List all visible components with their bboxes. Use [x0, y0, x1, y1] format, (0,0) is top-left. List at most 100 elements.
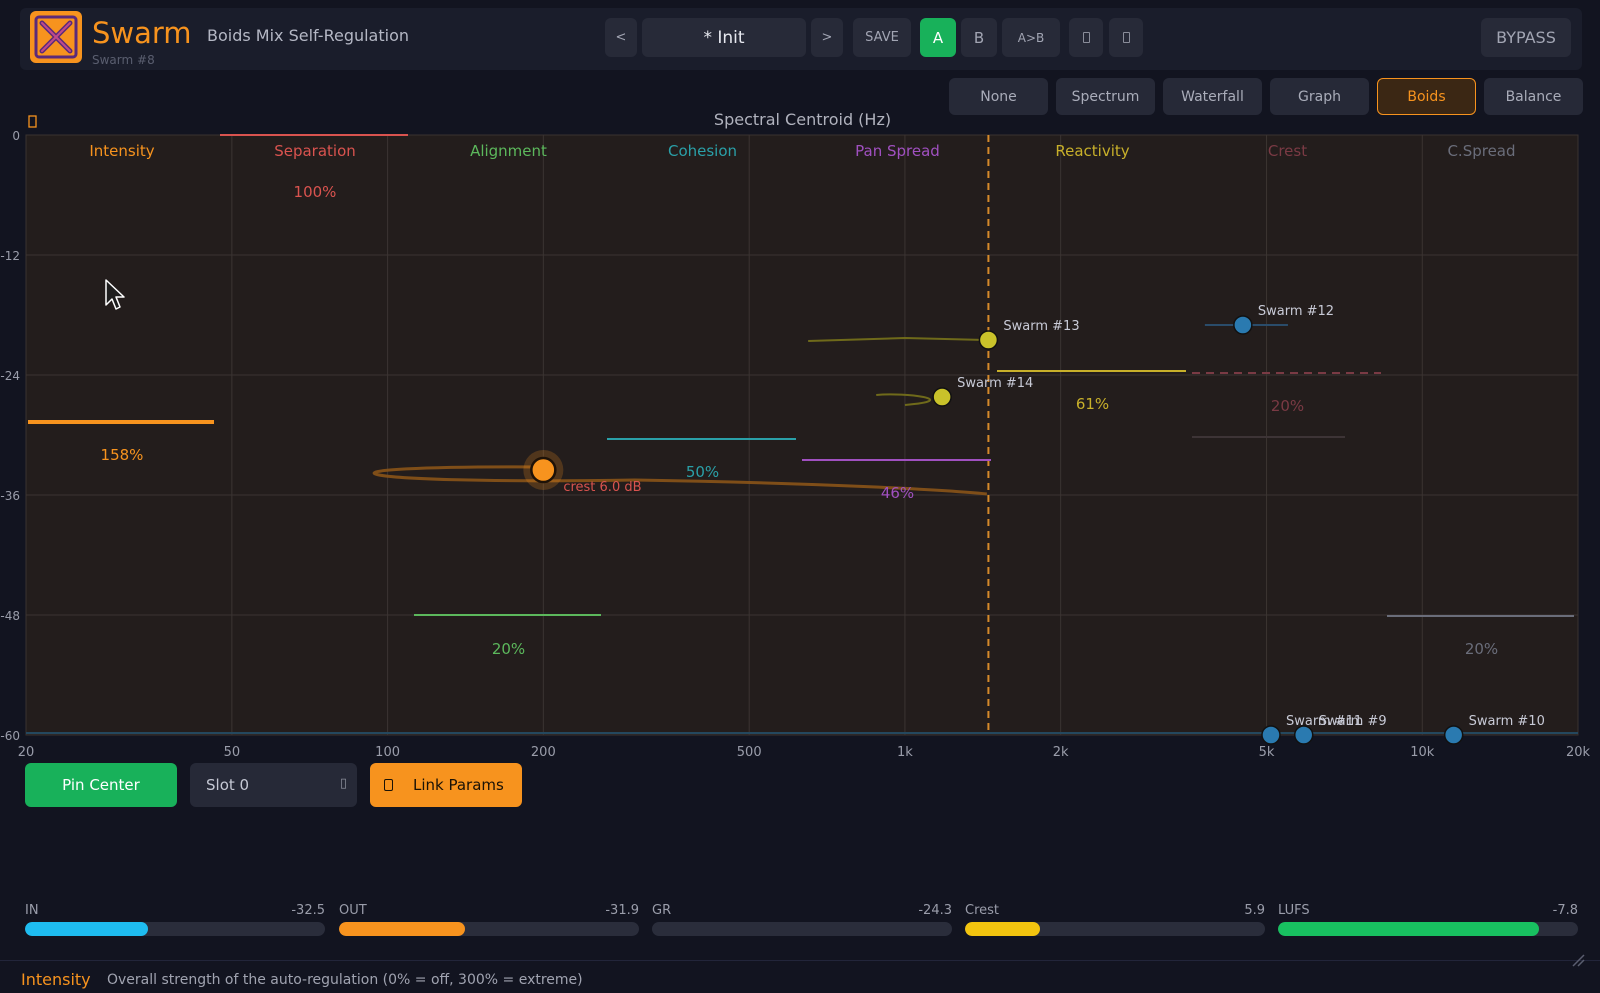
param-name: C.Spread [1447, 142, 1515, 160]
x-tick-label: 20 [18, 745, 35, 760]
boids-plot[interactable]: Intensity158%Separation100%Alignment20%C… [0, 0, 1600, 760]
meter-value: -24.3 [918, 903, 952, 918]
y-tick-label: -12 [0, 249, 20, 263]
tab-spectrum[interactable]: Spectrum [1056, 78, 1155, 115]
swarm-label: Swarm #14 [957, 376, 1033, 391]
swarm-14-trail [876, 393, 932, 406]
meter-track [965, 922, 1265, 936]
tab-boids[interactable]: Boids [1377, 78, 1476, 115]
param-value: 46% [881, 484, 914, 502]
self-boid: crest 6.0 dB [523, 450, 642, 495]
swarm-dot [1443, 725, 1464, 745]
tab-balance[interactable]: Balance [1484, 78, 1583, 115]
swarm-point-13: Swarm #13 [978, 319, 1080, 350]
x-tick-label: 1k [897, 745, 913, 760]
swarm-label: Swarm #12 [1258, 304, 1334, 319]
axis-ticks: 20 50 100 200 500 1k 2k 5k 10k 20k 0 -12 -24 -36 -48 -6… [0, 129, 1590, 760]
prev-preset-button[interactable]: < [605, 18, 637, 57]
swarm-label: Swarm #11 [1286, 714, 1362, 729]
boid-trails [26, 324, 1578, 734]
resize-handle-icon[interactable] [1570, 952, 1586, 968]
meter-value: -32.5 [291, 903, 325, 918]
status-description: Overall strength of the auto-regulation … [107, 972, 583, 988]
param-name: Alignment [470, 142, 547, 160]
swarm-label: Swarm #13 [1003, 319, 1079, 334]
tab-waterfall[interactable]: Waterfall [1163, 78, 1262, 115]
copy-a-to-b-button[interactable]: A>B [1002, 18, 1060, 57]
param-value: 20% [1465, 640, 1498, 658]
param-name: Intensity [89, 142, 154, 160]
param-value: 100% [294, 183, 337, 201]
tab-none[interactable]: None [949, 78, 1048, 115]
self-trail [372, 465, 988, 496]
next-preset-button[interactable]: > [811, 18, 843, 57]
slot-dropdown-label: Slot 0 [206, 776, 250, 794]
param-lane-cohesion: Cohesion 50% [607, 142, 796, 481]
plot-settings-icon [28, 115, 37, 128]
meter-label: OUT [339, 903, 367, 918]
pin-center-button[interactable]: Pin Center [25, 763, 177, 807]
ab-slot-a-button[interactable]: A [920, 18, 956, 57]
meter-fill [25, 922, 148, 936]
plot-title: Spectral Centroid (Hz) [713, 110, 892, 129]
meter-track [339, 922, 639, 936]
undo-button[interactable] [1069, 18, 1103, 57]
bypass-button[interactable]: BYPASS [1481, 18, 1571, 57]
param-lane-separation: Separation 100% [220, 134, 408, 201]
y-tick-label: 0 [12, 129, 20, 143]
param-lane-reactivity: Reactivity 61% [997, 142, 1186, 413]
meter-value: -7.8 [1552, 903, 1578, 918]
tab-graph[interactable]: Graph [1270, 78, 1369, 115]
swarm-label: Swarm #10 [1469, 714, 1545, 729]
param-value: 50% [686, 463, 719, 481]
redo-button[interactable] [1109, 18, 1143, 57]
swarm-logo-icon [30, 11, 82, 63]
preset-name-display[interactable]: * Init [642, 18, 806, 57]
meter-track [1278, 922, 1578, 936]
app-name: Swarm [92, 16, 192, 50]
param-lane-alignment: Alignment 20% [414, 142, 601, 658]
x-tick-label: 200 [531, 745, 556, 760]
param-lane-crest: Crest 20% [1192, 142, 1381, 438]
y-tick-label: -36 [0, 489, 20, 503]
swarm-point-11: Swarm #11 [1261, 714, 1362, 745]
param-name: Cohesion [668, 142, 737, 160]
meter-value: -31.9 [605, 903, 639, 918]
save-button[interactable]: SAVE [853, 18, 911, 57]
param-value: 20% [492, 640, 525, 658]
param-value: 20% [1271, 397, 1304, 415]
link-params-button[interactable]: Link Params [370, 763, 522, 807]
meter-label: Crest [965, 903, 1000, 918]
meter-fill [965, 922, 1040, 936]
swarm-dot [1261, 725, 1281, 745]
redo-icon [1122, 32, 1130, 43]
param-value: 61% [1076, 395, 1109, 413]
chevron-down-icon: ▯ [339, 776, 347, 791]
self-crest-label: crest 6.0 dB [563, 480, 641, 495]
swarm-label: Swarm #9 [1319, 714, 1387, 729]
header-bar: Swarm Swarm #8 Boids Mix Self-Regulation… [20, 8, 1582, 70]
meter-track [25, 922, 325, 936]
mouse-cursor-icon [105, 279, 125, 310]
param-lane-c-spread: C.Spread 20% [1387, 142, 1574, 658]
status-divider [0, 960, 1600, 961]
meter-fill [1278, 922, 1539, 936]
x-tick-label: 2k [1053, 745, 1069, 760]
x-tick-label: 500 [737, 745, 762, 760]
app-subtitle: Swarm #8 [92, 53, 155, 67]
slot-dropdown[interactable]: Slot 0 ▯ [190, 763, 357, 807]
ab-slot-b-button[interactable]: B [961, 18, 997, 57]
x-tick-label: 20k [1566, 745, 1591, 760]
parameter-lanes: Intensity158%Separation100%Alignment20%C… [28, 134, 1574, 658]
swarm-dot [932, 387, 952, 407]
param-name: Crest [1268, 142, 1307, 160]
y-tick-label: -60 [0, 729, 20, 743]
undo-icon [1082, 32, 1090, 43]
x-tick-label: 10k [1410, 745, 1435, 760]
swarm-dot [1293, 725, 1314, 745]
param-value: 158% [101, 446, 144, 464]
swarm-points: crest 6.0 dB Swarm #13 Swarm #14 Swarm #12 S… [523, 304, 1545, 745]
param-name: Pan Spread [855, 142, 940, 160]
meter-label: IN [25, 903, 39, 918]
plot-background [25, 134, 1579, 736]
